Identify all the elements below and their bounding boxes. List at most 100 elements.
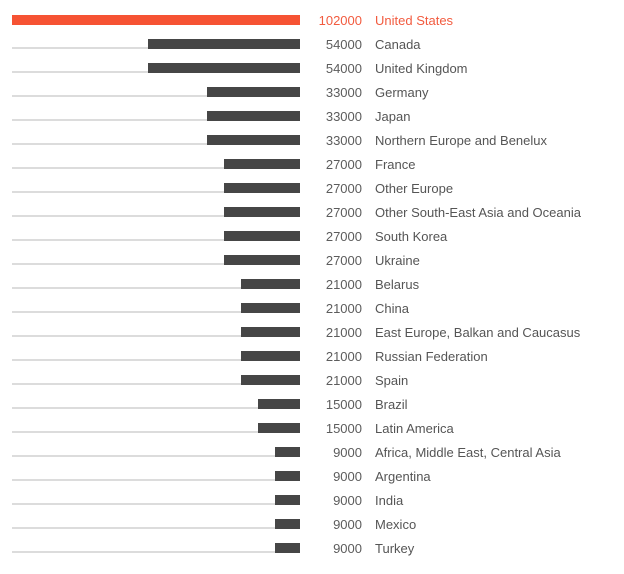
bar-category-label: Canada xyxy=(375,37,421,52)
bar-value-label: 27000 xyxy=(325,181,362,196)
bar xyxy=(240,375,300,385)
bar-track xyxy=(12,215,224,217)
bar-area xyxy=(12,62,300,73)
bar-value-label: 9000 xyxy=(333,469,362,484)
bar-track xyxy=(12,431,258,433)
bar-value-label: 21000 xyxy=(325,349,362,364)
bar-category-label: Other Europe xyxy=(375,181,454,196)
bar-category-label: Spain xyxy=(375,373,409,388)
bar-area xyxy=(12,14,300,25)
bar-category-label: France xyxy=(375,157,416,172)
bar-category-label: Brazil xyxy=(375,397,408,412)
bar-track xyxy=(12,527,275,529)
bar xyxy=(274,447,300,457)
bar-value-label: 21000 xyxy=(325,277,362,292)
bar-area xyxy=(12,302,300,313)
bar-category-label: Japan xyxy=(375,109,411,124)
bar-category-label: China xyxy=(375,301,409,316)
bar-category-label: India xyxy=(375,493,404,508)
bar-value-label: 33000 xyxy=(325,133,362,148)
bar-value-label: 33000 xyxy=(325,109,362,124)
bar-track xyxy=(12,167,224,169)
chart-row: 27000 Other South-East Asia and Oceania xyxy=(0,201,624,225)
bar-area xyxy=(12,518,300,529)
chart-row: 102000 United States xyxy=(0,9,624,33)
bar-category-label: United Kingdom xyxy=(375,61,468,76)
bar xyxy=(147,63,300,73)
bar-value-label: 21000 xyxy=(325,301,362,316)
bar-category-label: Latin America xyxy=(375,421,454,436)
bar-area xyxy=(12,422,300,433)
bar-area xyxy=(12,38,300,49)
bar xyxy=(12,15,300,25)
bar-category-label: Africa, Middle East, Central Asia xyxy=(375,445,561,460)
bar-category-label: Northern Europe and Benelux xyxy=(375,133,548,148)
bar-value-label: 21000 xyxy=(325,325,362,340)
chart-row: 27000 South Korea xyxy=(0,225,624,249)
bar-category-label: Germany xyxy=(375,85,429,100)
bar-track xyxy=(12,263,224,265)
bar-track xyxy=(12,479,275,481)
bar-area xyxy=(12,374,300,385)
bar-area xyxy=(12,470,300,481)
chart-row: 27000 Ukraine xyxy=(0,249,624,273)
bar xyxy=(240,279,300,289)
chart-row: 21000 Belarus xyxy=(0,273,624,297)
bar xyxy=(240,303,300,313)
bar xyxy=(274,471,300,481)
bar-category-label: Belarus xyxy=(375,277,420,292)
bar xyxy=(223,207,300,217)
bar-area xyxy=(12,398,300,409)
bar-category-label: Ukraine xyxy=(375,253,420,268)
bar xyxy=(206,87,300,97)
bar-category-label: Argentina xyxy=(375,469,431,484)
chart-row: 15000 Brazil xyxy=(0,393,624,417)
bar-track xyxy=(12,191,224,193)
bar-category-label: Other South-East Asia and Oceania xyxy=(375,205,581,220)
bar-value-label: 9000 xyxy=(333,493,362,508)
chart-row: 27000 Other Europe xyxy=(0,177,624,201)
bar xyxy=(147,39,300,49)
chart-row: 21000 Spain xyxy=(0,369,624,393)
chart-rows: 102000 United States 54000 Canada 54000 Unite… xyxy=(0,9,624,561)
bar xyxy=(240,351,300,361)
bar xyxy=(257,399,300,409)
bar-area xyxy=(12,206,300,217)
bar-track xyxy=(12,335,241,337)
bar-category-label: Russian Federation xyxy=(375,349,488,364)
bar-area xyxy=(12,86,300,97)
chart-row: 21000 Russian Federation xyxy=(0,345,624,369)
bar-area xyxy=(12,278,300,289)
chart-row: 33000 Northern Europe and Benelux xyxy=(0,129,624,153)
bar-value-label: 15000 xyxy=(325,421,362,436)
bar-track xyxy=(12,119,207,121)
bar-area xyxy=(12,494,300,505)
bar-track xyxy=(12,239,224,241)
bar-track xyxy=(12,311,241,313)
chart-row: 33000 Germany xyxy=(0,81,624,105)
chart-row: 15000 Latin America xyxy=(0,417,624,441)
bar-track xyxy=(12,503,275,505)
bar-area xyxy=(12,542,300,553)
bar xyxy=(223,183,300,193)
bar-area xyxy=(12,326,300,337)
bar-value-label: 54000 xyxy=(325,61,362,76)
bar xyxy=(274,495,300,505)
bar-category-label: South Korea xyxy=(375,229,448,244)
bar-track xyxy=(12,71,148,73)
chart-row: 21000 China xyxy=(0,297,624,321)
bar-value-label: 15000 xyxy=(325,397,362,412)
bar-track xyxy=(12,143,207,145)
bar xyxy=(206,135,300,145)
bar-value-label: 102000 xyxy=(318,13,362,28)
bar-value-label: 27000 xyxy=(325,253,362,268)
chart-row: 9000 Turkey xyxy=(0,537,624,561)
chart-row: 9000 Mexico xyxy=(0,513,624,537)
bar-area xyxy=(12,350,300,361)
bar xyxy=(274,543,300,553)
bar-track xyxy=(12,551,275,553)
bar-value-label: 9000 xyxy=(333,445,362,460)
chart-row: 54000 United Kingdom xyxy=(0,57,624,81)
bar-value-label: 27000 xyxy=(325,229,362,244)
